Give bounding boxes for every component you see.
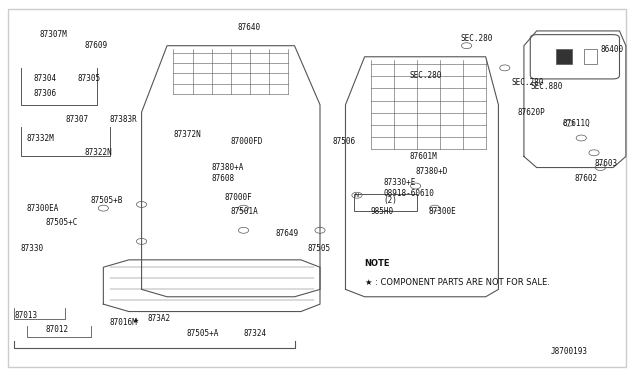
Text: 87307M: 87307M xyxy=(40,30,67,39)
Text: 87300EA: 87300EA xyxy=(27,203,60,213)
Text: 985H0: 985H0 xyxy=(371,207,394,217)
Text: 87304: 87304 xyxy=(33,74,56,83)
Text: 87383R: 87383R xyxy=(109,115,138,124)
Text: 87332M: 87332M xyxy=(27,134,54,142)
Text: 87300E: 87300E xyxy=(428,207,456,217)
Text: 87016M: 87016M xyxy=(109,318,138,327)
Text: 87372N: 87372N xyxy=(173,130,201,139)
Text: 87505+A: 87505+A xyxy=(186,329,218,338)
Text: ★: ★ xyxy=(132,318,138,324)
Text: 87000FD: 87000FD xyxy=(231,137,263,146)
Text: 87305: 87305 xyxy=(78,74,101,83)
Text: 87380+D: 87380+D xyxy=(415,167,448,176)
Text: 87380+A: 87380+A xyxy=(212,163,244,172)
Text: 08918-60610: 08918-60610 xyxy=(384,189,435,198)
Text: 87330+E: 87330+E xyxy=(384,178,416,187)
Text: 87306: 87306 xyxy=(33,89,56,98)
Text: 87603: 87603 xyxy=(594,159,617,169)
Text: 87640: 87640 xyxy=(237,23,260,32)
Text: 87501A: 87501A xyxy=(231,207,259,217)
Text: 87608: 87608 xyxy=(212,174,235,183)
Text: 87649: 87649 xyxy=(275,230,298,238)
Text: NOTE: NOTE xyxy=(365,259,390,268)
Text: 87000F: 87000F xyxy=(225,193,252,202)
Text: 87324: 87324 xyxy=(244,329,267,338)
Text: 87013: 87013 xyxy=(14,311,37,320)
Text: J8700193: J8700193 xyxy=(550,347,588,356)
Text: 87602: 87602 xyxy=(575,174,598,183)
Text: 87601M: 87601M xyxy=(409,152,437,161)
Text: 87505: 87505 xyxy=(307,244,330,253)
Text: 86400: 86400 xyxy=(600,45,623,54)
Bar xyxy=(584,49,597,64)
Text: 87609: 87609 xyxy=(84,41,108,50)
Text: 87307: 87307 xyxy=(65,115,88,124)
Text: 87506: 87506 xyxy=(333,137,356,146)
Text: 87505+C: 87505+C xyxy=(46,218,78,227)
Text: ★ : COMPONENT PARTS ARE NOT FOR SALE.: ★ : COMPONENT PARTS ARE NOT FOR SALE. xyxy=(365,278,550,286)
Text: 87012: 87012 xyxy=(46,326,69,334)
Bar xyxy=(556,49,572,64)
Text: SEC.880: SEC.880 xyxy=(531,82,563,91)
Text: SEC.280: SEC.280 xyxy=(409,71,442,80)
Text: SEC.280: SEC.280 xyxy=(511,78,543,87)
Text: 87322N: 87322N xyxy=(84,148,112,157)
Text: (2): (2) xyxy=(384,196,397,205)
Text: 87330: 87330 xyxy=(20,244,44,253)
Text: 87620P: 87620P xyxy=(518,108,545,117)
Text: 873A2: 873A2 xyxy=(148,314,171,323)
Text: 87505+B: 87505+B xyxy=(91,196,123,205)
Text: N: N xyxy=(355,193,359,198)
Text: 87611Q: 87611Q xyxy=(562,119,590,128)
Text: SEC.280: SEC.280 xyxy=(460,34,493,43)
